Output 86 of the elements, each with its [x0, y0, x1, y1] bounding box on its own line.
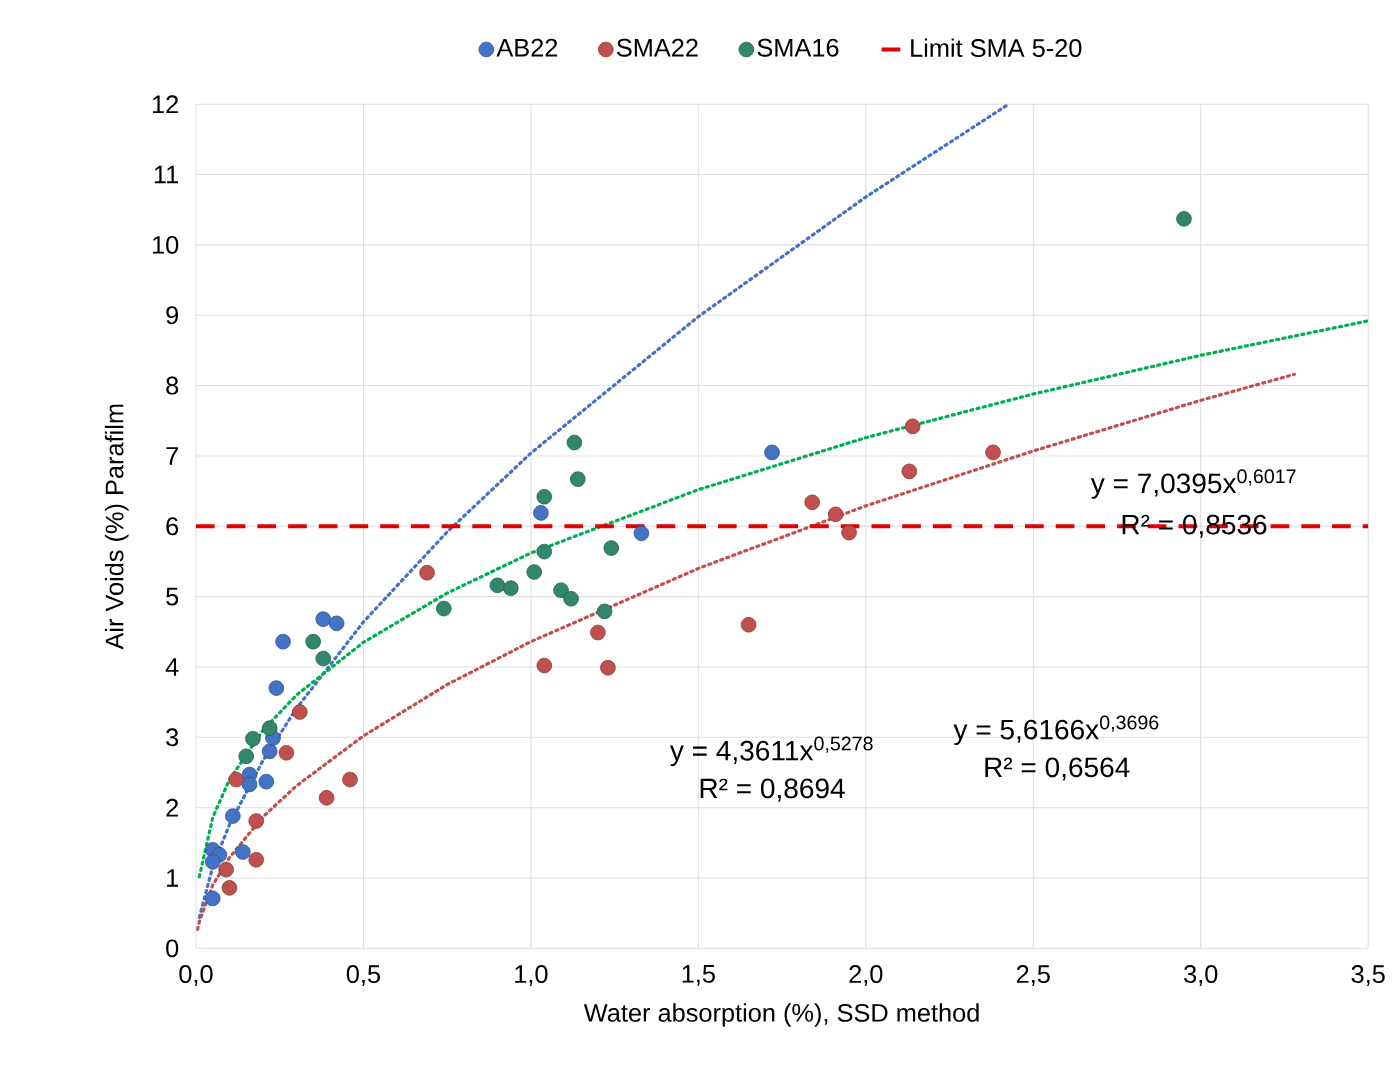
legend-label: SMA22: [616, 38, 698, 57]
x-tick-label: 0,5: [346, 965, 380, 987]
x-tick-label: 0,0: [179, 965, 213, 987]
point: [526, 564, 542, 580]
annotation: y = 4,3611x$^{0,5278}$: [669, 736, 873, 767]
x-tick-label: 1,0: [515, 965, 548, 987]
annotation: R² = 0,8694: [700, 778, 845, 802]
point: [318, 790, 335, 806]
point: [261, 743, 278, 760]
y-tick-label: 8: [166, 376, 179, 395]
y-tick-label: 4: [165, 658, 179, 676]
y-tick-label: 7: [166, 447, 178, 465]
point: [228, 771, 244, 788]
y-tick-label: 9: [166, 306, 179, 325]
point: [596, 603, 613, 620]
x-tick-label: 3,0: [1184, 965, 1218, 987]
point: [489, 577, 506, 594]
point: [633, 525, 650, 542]
y-tick-label: 5: [166, 587, 179, 606]
point: [328, 615, 345, 632]
point: [275, 634, 291, 650]
y-tick-label: 11: [154, 166, 178, 184]
y-tick-label: 2: [166, 799, 178, 817]
point: [268, 680, 285, 697]
legend-label: AB22: [496, 38, 558, 57]
point: [235, 844, 251, 860]
point: [292, 704, 308, 720]
point: [536, 544, 553, 560]
point: [553, 582, 569, 599]
x-tick-label: 1,5: [682, 965, 715, 986]
point: [436, 601, 452, 617]
point: [218, 862, 234, 878]
point: [603, 540, 620, 557]
point: [248, 852, 264, 868]
y-tick-label: 1: [167, 869, 178, 887]
point: [827, 506, 844, 523]
annotation: R² = 0,6564: [985, 757, 1130, 781]
annotation: y = 5,6166x$^{0,3696}$: [953, 715, 1159, 746]
point: [241, 776, 258, 793]
point: [600, 660, 616, 676]
x-tick-label: 2,0: [849, 965, 883, 987]
point: [315, 650, 331, 667]
y-tick-label: 0: [166, 939, 179, 958]
point: [221, 880, 238, 896]
point: [985, 444, 1001, 461]
y-tick-label: 3: [166, 728, 179, 747]
x-axis-title: Water absorption (%), SSD method: [583, 1003, 979, 1028]
legend-label: Limit SMA 5-20: [911, 38, 1082, 58]
point: [225, 808, 241, 825]
x-tick-label: 3,5: [1351, 965, 1385, 987]
point: [740, 617, 757, 633]
point: [1176, 211, 1192, 227]
point: [566, 435, 583, 451]
point: [563, 591, 579, 607]
point: [238, 748, 254, 765]
point: [315, 611, 331, 628]
point: [804, 494, 820, 511]
point: [536, 658, 553, 674]
y-tick-label: 6: [166, 517, 179, 536]
point: [278, 745, 295, 761]
point: [570, 471, 586, 488]
line-series: [196, 372, 1297, 932]
point: [245, 731, 261, 747]
line-series: [197, 319, 1370, 879]
y-tick-label: 10: [152, 236, 179, 255]
point: [305, 634, 321, 650]
point: [503, 580, 519, 597]
point: [419, 565, 435, 581]
point: [764, 444, 780, 461]
point: [258, 774, 275, 790]
annotation: y = 7,0395x$^{0,6017}$: [1090, 469, 1296, 500]
point: [204, 854, 221, 870]
point: [248, 813, 264, 829]
point: [536, 489, 553, 505]
point: [841, 525, 857, 541]
legend-label: SMA16: [757, 38, 839, 57]
point: [590, 624, 606, 641]
y-tick-label: 12: [152, 95, 178, 114]
point: [342, 771, 358, 788]
point: [533, 505, 549, 521]
y-axis-title: Air Voids (%) Parafilm: [104, 404, 129, 650]
point: [904, 418, 921, 435]
point: [204, 890, 221, 907]
point: [901, 463, 918, 480]
point: [261, 720, 278, 737]
x-tick-label: 2,5: [1016, 965, 1050, 987]
